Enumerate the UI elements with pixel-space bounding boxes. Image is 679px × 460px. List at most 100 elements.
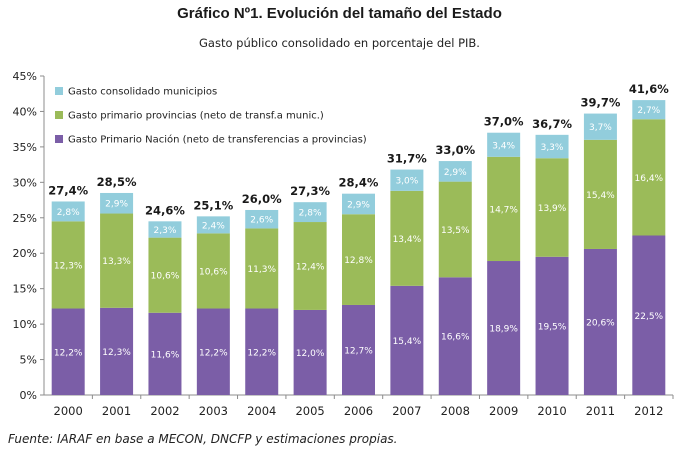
segment-data-label: 12,2%: [247, 348, 276, 358]
legend-label: Gasto consolidado municipios: [68, 87, 217, 98]
bar-segment: [100, 307, 134, 395]
y-tick-label: 45%: [13, 70, 37, 83]
bar-segment: [342, 304, 375, 395]
legend-label: Gasto Primario Nación (neto de transfere…: [68, 134, 367, 146]
total-data-label: 26,0%: [242, 192, 282, 206]
x-tick-label: 2003: [199, 404, 228, 418]
bar-segment: [487, 261, 521, 395]
x-tick-label: 2008: [441, 404, 470, 418]
segment-data-label: 12,7%: [344, 346, 373, 356]
bar-segment: [196, 216, 230, 234]
total-data-label: 28,5%: [97, 175, 137, 189]
x-tick-label: 2009: [489, 404, 518, 418]
bar-segment: [583, 248, 617, 395]
segment-data-label: 16,4%: [635, 174, 664, 184]
bar-segment: [100, 192, 134, 214]
legend-label: Gasto primario provincias (neto de trans…: [68, 111, 324, 122]
segment-data-label: 12,3%: [54, 261, 83, 271]
bar-segment: [438, 181, 472, 278]
total-data-label: 41,6%: [629, 82, 669, 96]
y-tick-label: 0%: [20, 389, 37, 402]
segment-data-label: 13,5%: [441, 226, 470, 236]
bar-segment: [535, 134, 569, 159]
y-tick-label: 30%: [13, 176, 37, 189]
legend-swatch: [55, 135, 63, 143]
x-tick-label: 2012: [634, 404, 663, 418]
segment-data-label: 3,7%: [589, 123, 612, 133]
segment-data-label: 10,6%: [151, 272, 180, 282]
segment-data-label: 2,8%: [57, 208, 80, 218]
bar-segment: [390, 285, 424, 395]
total-data-label: 28,4%: [339, 176, 379, 190]
bar-segment: [583, 113, 617, 140]
y-tick-label: 15%: [13, 283, 37, 296]
bar-segment: [293, 309, 327, 395]
total-data-label: 37,0%: [484, 115, 524, 129]
bar-segment: [632, 235, 666, 395]
total-data-label: 24,6%: [145, 203, 185, 217]
segment-data-label: 22,5%: [635, 312, 664, 322]
bar-segment: [245, 228, 279, 309]
x-tick-label: 2007: [392, 404, 421, 418]
segment-data-label: 12,4%: [296, 262, 325, 272]
total-data-label: 39,7%: [580, 96, 620, 110]
segment-data-label: 2,4%: [202, 221, 225, 231]
x-tick-label: 2000: [54, 404, 83, 418]
bar-segment: [390, 169, 424, 191]
bar-segment: [632, 119, 666, 236]
bar-segment: [438, 161, 472, 182]
total-data-label: 36,7%: [532, 117, 572, 131]
segment-data-label: 12,0%: [296, 349, 325, 359]
bar-segment: [100, 213, 134, 308]
segment-data-label: 20,6%: [586, 318, 615, 328]
bar-segment: [342, 193, 375, 215]
bar-segment: [487, 156, 521, 262]
total-data-label: 33,0%: [435, 143, 475, 157]
bar-segment: [51, 201, 85, 222]
total-data-label: 31,7%: [387, 152, 427, 166]
segment-data-label: 13,4%: [393, 235, 422, 245]
segment-data-label: 2,7%: [637, 106, 660, 116]
segment-data-label: 12,2%: [54, 348, 83, 358]
bar-segment: [196, 308, 230, 395]
segment-data-label: 11,3%: [247, 265, 276, 275]
x-tick-label: 2002: [150, 404, 179, 418]
segment-data-label: 19,5%: [538, 322, 567, 332]
segment-data-label: 14,7%: [489, 205, 518, 215]
y-tick-label: 10%: [13, 318, 37, 331]
y-tick-label: 25%: [13, 212, 37, 225]
segment-data-label: 13,9%: [538, 204, 567, 214]
x-tick-label: 2005: [295, 404, 324, 418]
bar-segment: [148, 312, 182, 395]
bar-segment: [196, 233, 230, 309]
y-tick-label: 5%: [20, 354, 37, 367]
x-tick-label: 2001: [102, 404, 131, 418]
legend-swatch: [55, 87, 63, 95]
total-data-label: 25,1%: [193, 198, 233, 212]
segment-data-label: 10,6%: [199, 267, 228, 277]
segment-data-label: 12,3%: [102, 348, 131, 358]
segment-data-label: 3,4%: [492, 141, 515, 151]
bar-segment: [293, 222, 327, 310]
segment-data-label: 15,4%: [586, 191, 615, 201]
stacked-bar-chart: 0% 5% 10% 15% 20% 25% 30% 35% 40% 45% 12,2% 12,3% 2,…: [13, 70, 674, 418]
segment-data-label: 11,6%: [151, 350, 180, 360]
segment-data-label: 18,9%: [489, 325, 518, 335]
segment-data-label: 3,0%: [395, 177, 418, 187]
x-tick-label: 2010: [537, 404, 566, 418]
segment-data-label: 12,2%: [199, 348, 228, 358]
segment-data-label: 13,3%: [102, 257, 131, 267]
chart-title: Gráfico Nº1. Evolución del tamaño del Es…: [177, 5, 502, 22]
bar-segment: [535, 158, 569, 257]
segment-data-label: 2,6%: [250, 216, 273, 226]
segment-data-label: 12,8%: [344, 256, 373, 266]
segment-data-label: 2,8%: [299, 209, 322, 219]
y-tick-label: 20%: [13, 247, 37, 260]
x-tick-label: 2004: [247, 404, 276, 418]
bar-segment: [632, 100, 666, 120]
bar-segment: [487, 132, 521, 157]
bar-segment: [51, 221, 85, 309]
segment-data-label: 2,9%: [347, 200, 370, 210]
segment-data-label: 16,6%: [441, 333, 470, 343]
segment-data-label: 2,3%: [154, 226, 177, 236]
